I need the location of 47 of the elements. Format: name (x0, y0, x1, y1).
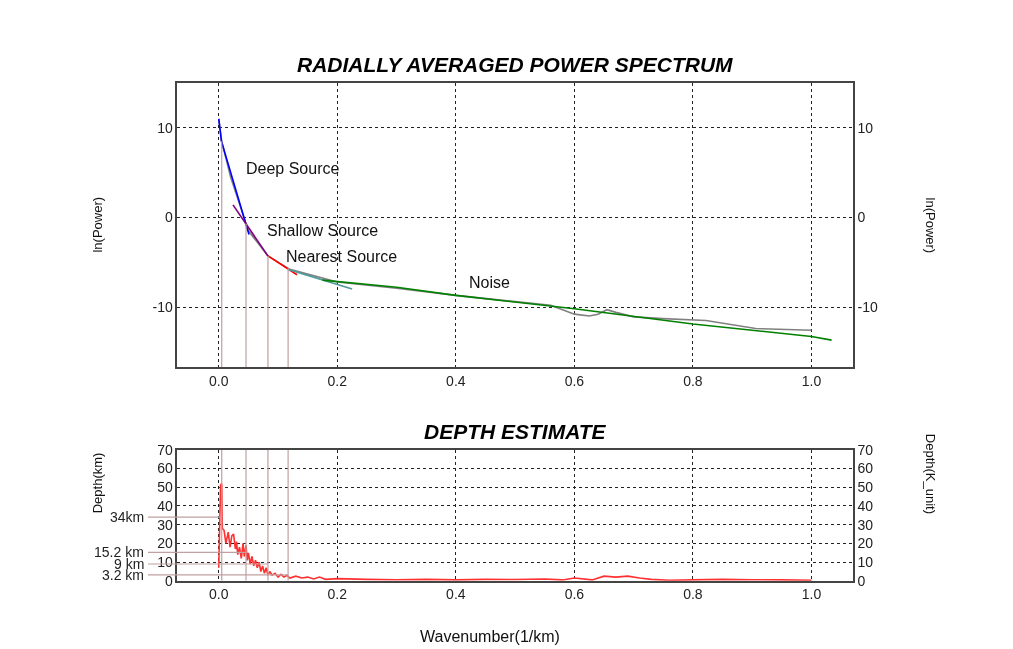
ref-line-label: 34km (110, 509, 145, 525)
chart-title: DEPTH ESTIMATE (424, 420, 607, 443)
y-tick-label: 30 (157, 516, 173, 533)
chart-title: RADIALLY AVERAGED POWER SPECTRUM (297, 53, 734, 76)
y2-tick-label: 10 (857, 119, 874, 136)
x-tick-label: 0.8 (683, 372, 703, 389)
x-axis-title: Wavenumber(1/km) (420, 628, 560, 645)
series-label: Shallow Source (267, 222, 379, 239)
y-tick-label: 70 (157, 441, 173, 458)
y2-tick-label: -10 (857, 298, 878, 315)
y2-tick-label: 0 (857, 209, 866, 226)
x-tick-label: 0.2 (327, 372, 348, 389)
y-axis-title: Depth(km) (89, 452, 105, 514)
y-tick-label: 60 (157, 460, 173, 477)
x-tick-label: 0.2 (327, 586, 348, 603)
y2-axis-title: Depth(K_unit) (922, 433, 938, 515)
x-tick-label: 1.0 (801, 372, 822, 389)
series-label: Deep Source (246, 160, 340, 177)
y-tick-label: 50 (157, 479, 173, 496)
x-tick-label: 0.0 (209, 372, 229, 389)
series-label: Nearest Source (286, 248, 398, 265)
x-tick-label: 0.4 (446, 586, 466, 603)
y2-tick-label: 70 (857, 441, 874, 458)
y-tick-label: 20 (157, 535, 173, 552)
y2-tick-label: 40 (857, 497, 874, 514)
x-tick-label: 0.8 (683, 586, 703, 603)
y2-tick-label: 50 (857, 479, 874, 496)
y-tick-label: 10 (157, 119, 173, 136)
y-tick-label: -10 (152, 298, 173, 315)
x-tick-label: 0.0 (209, 586, 229, 603)
x-tick-label: 0.6 (564, 372, 585, 389)
x-tick-label: 0.6 (564, 586, 585, 603)
line-series (217, 482, 813, 581)
series-label: Noise (469, 274, 511, 291)
y2-axis-title: ln(Power) (922, 197, 938, 254)
y-tick-label: 40 (157, 497, 173, 514)
y2-tick-label: 30 (857, 516, 874, 533)
y2-tick-label: 0 (857, 572, 866, 589)
x-tick-label: 1.0 (801, 586, 822, 603)
y-tick-label: 10 (157, 554, 173, 571)
y-tick-label: 0 (164, 209, 173, 226)
y2-tick-label: 60 (857, 460, 874, 477)
x-tick-label: 0.4 (446, 372, 466, 389)
y-tick-label: 0 (164, 572, 173, 589)
y2-tick-label: 10 (857, 554, 874, 571)
y2-tick-label: 20 (857, 535, 874, 552)
y-axis-title: ln(Power) (90, 196, 106, 253)
